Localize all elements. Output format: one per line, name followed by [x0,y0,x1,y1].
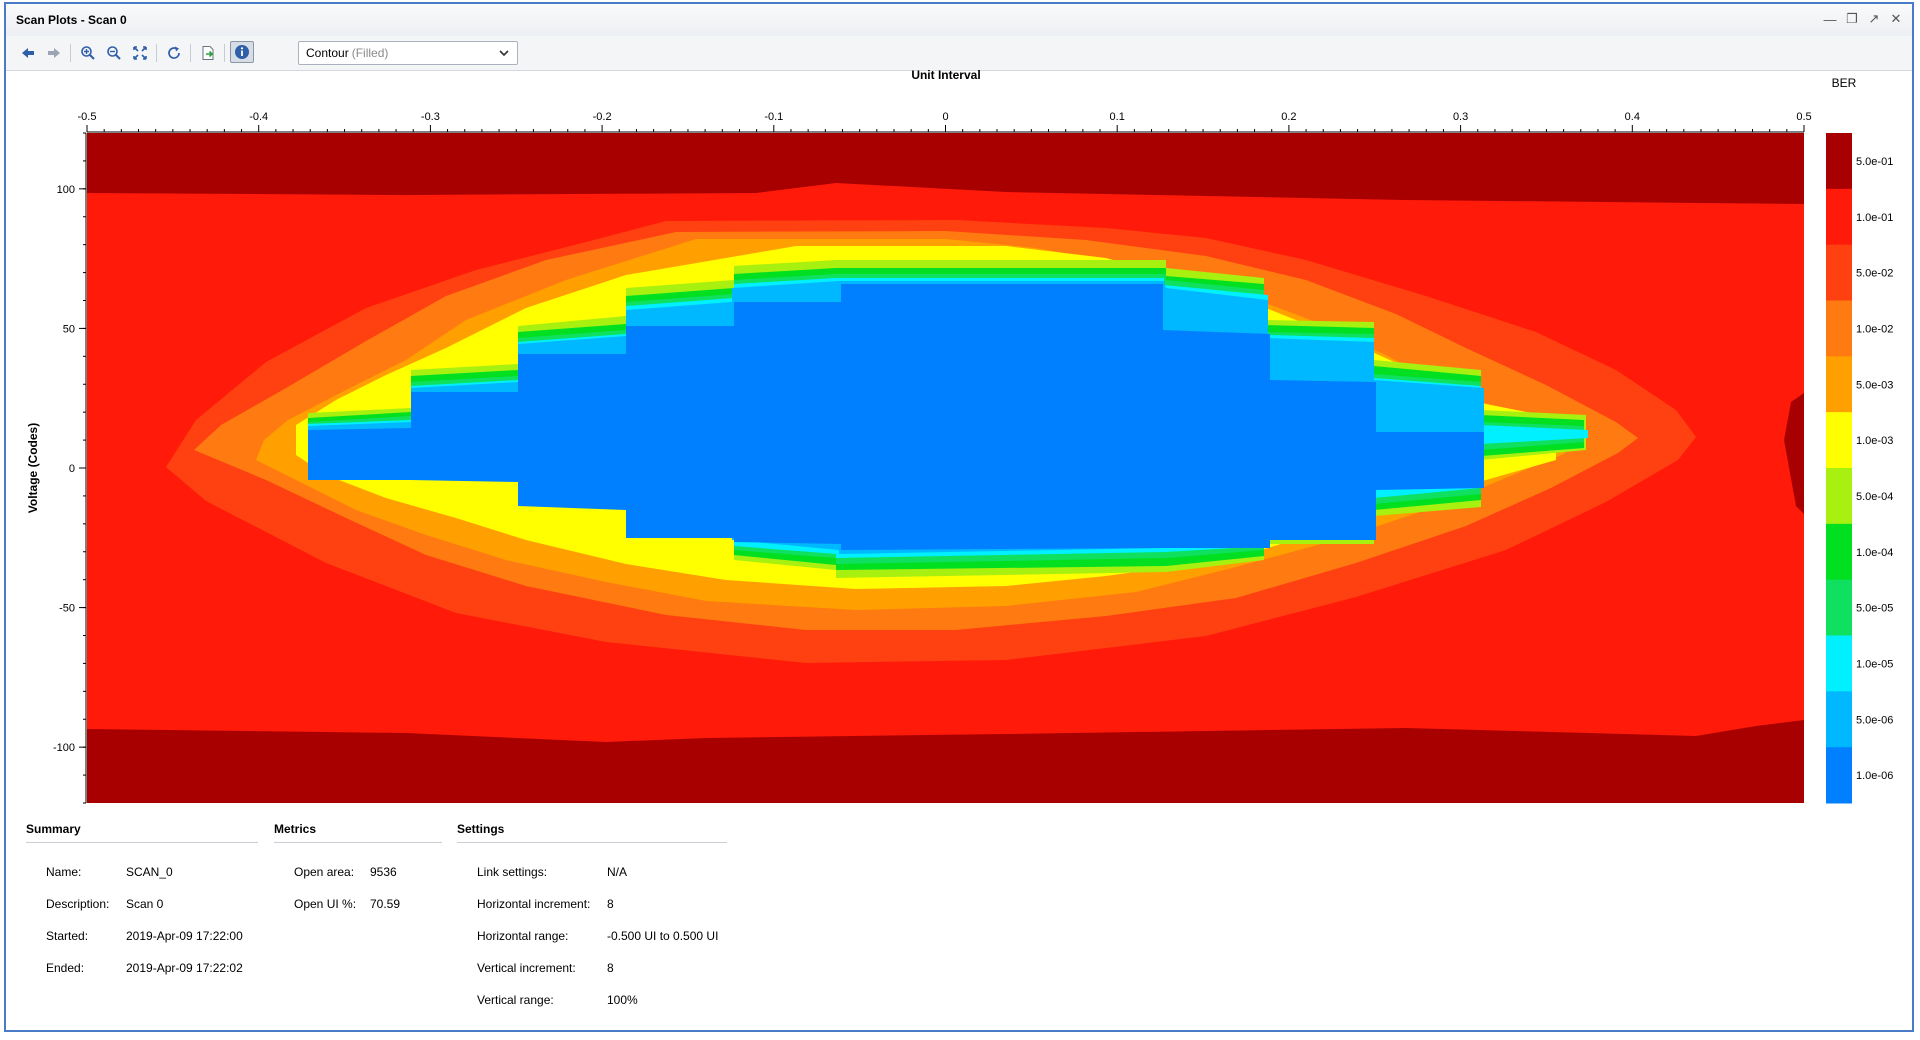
y-tick-label: -50 [59,603,75,615]
window-controls: — ❐ ↗ ✕ [1822,11,1904,27]
x-axis: -0.5 -0.4 -0.3 -0.2 -0.1 0 0.1 0.2 0.3 0.4 0.5 [78,111,1812,133]
x-tick-label: 0.5 [1796,111,1811,123]
y-axis-label: Voltage (Codes) [26,423,40,513]
colorbar-swatch [1826,133,1852,190]
metrics-panel: Metrics [274,822,442,843]
x-tick-label: 0.1 [1110,111,1125,123]
colorbar-label: 5.0e-06 [1856,714,1893,726]
export-icon[interactable] [196,42,220,64]
x-tick-label: -0.2 [593,111,612,123]
row-value: 2019-Apr-09 17:22:00 [126,929,243,943]
metrics-heading: Metrics [274,822,442,843]
zoom-out-icon[interactable] [102,42,126,64]
zoom-fit-icon[interactable] [128,42,152,64]
colorbar-swatch [1826,523,1852,581]
x-tick-label: 0 [942,111,948,123]
colorbar-title: BER [1832,76,1857,90]
x-tick-label: -0.1 [764,111,783,123]
plot-type-select[interactable]: Contour (Filled) [298,41,518,65]
chevron-down-icon [497,46,511,63]
colorbar-label: 5.0e-03 [1856,379,1893,391]
x-tick-label: -0.4 [249,111,268,123]
colorbar-swatch [1826,747,1852,804]
contour-level-1e-06 [308,284,1484,550]
window-title: Scan Plots - Scan 0 [16,13,127,27]
colorbar: 5.0e-01 1.0e-01 5.0e-02 1.0e-02 5.0e-03 1.0e-… [1826,133,1893,804]
colorbar-label: 5.0e-01 [1856,156,1893,168]
settings-heading: Settings [457,822,727,843]
close-icon[interactable]: ✕ [1890,11,1902,26]
colorbar-label: 1.0e-06 [1856,770,1893,782]
row-label: Vertical range: [477,993,554,1007]
row-value: SCAN_0 [126,865,173,879]
colorbar-label: 1.0e-03 [1856,435,1893,447]
row-label: Vertical increment: [477,961,576,975]
y-tick-label: 50 [63,323,75,335]
x-tick-label: 0.2 [1281,111,1296,123]
colorbar-label: 1.0e-04 [1856,547,1893,559]
row-value: -0.500 UI to 0.500 UI [607,929,719,943]
colorbar-swatch [1826,635,1852,692]
colorbar-swatch [1826,300,1852,357]
colorbar-swatch [1826,244,1852,301]
x-axis-label: Unit Interval [911,70,980,82]
ber-contour-plot[interactable]: -0.5 -0.4 -0.3 -0.2 -0.1 0 0.1 0.2 0.3 0.4 0.5 100… [6,70,1912,815]
row-label: Ended: [46,961,85,975]
row-value: 2019-Apr-09 17:22:02 [126,961,243,975]
row-label: Open area: [294,865,355,879]
summary-heading: Summary [26,822,258,843]
refresh-icon[interactable] [162,42,186,64]
maximize-icon[interactable]: ↗ [1868,11,1880,26]
colorbar-swatch [1826,691,1852,748]
row-value: Scan 0 [126,897,164,911]
forward-icon[interactable] [42,42,66,64]
x-tick-label: 0.3 [1453,111,1468,123]
x-tick-label: 0.4 [1625,111,1640,123]
summary-panel: Summary [26,822,258,843]
colorbar-label: 5.0e-04 [1856,491,1893,503]
minimize-icon[interactable]: — [1823,11,1837,27]
row-label: Horizontal increment: [477,897,591,911]
plot-type-suffix: (Filled) [351,46,389,60]
info-icon[interactable] [230,41,254,63]
row-label: Open UI %: [294,897,357,911]
row-value: 8 [607,961,614,975]
colorbar-swatch [1826,468,1852,525]
colorbar-swatch [1826,356,1852,413]
row-value: N/A [607,865,628,879]
y-tick-label: 0 [69,463,75,475]
toolbar: Contour (Filled) [6,36,1912,71]
x-tick-label: -0.3 [421,111,440,123]
colorbar-swatch [1826,579,1852,636]
row-label: Description: [46,897,110,911]
row-value: 9536 [370,865,397,879]
colorbar-label: 5.0e-05 [1856,603,1893,615]
plot-type-value: Contour [306,46,349,60]
contour-layers [87,133,1804,803]
colorbar-swatch [1826,412,1852,469]
restore-icon[interactable]: ❐ [1846,11,1858,26]
scan-plots-window: Scan Plots - Scan 0 — ❐ ↗ ✕ [4,2,1914,1032]
colorbar-label: 1.0e-02 [1856,323,1893,335]
settings-panel: Settings [457,822,727,843]
y-axis: 100 50 0 -50 -100 [53,132,87,804]
colorbar-label: 1.0e-05 [1856,658,1893,670]
row-label: Link settings: [477,865,548,879]
row-label: Name: [46,865,82,879]
back-icon[interactable] [16,42,40,64]
row-label: Started: [46,929,89,943]
title-bar: Scan Plots - Scan 0 — ❐ ↗ ✕ [6,4,1912,37]
row-label: Horizontal range: [477,929,569,943]
y-tick-label: 100 [57,184,75,196]
x-tick-label: -0.5 [78,111,97,123]
colorbar-label: 1.0e-01 [1856,212,1893,224]
row-value: 70.59 [370,897,401,911]
row-value: 100% [607,993,638,1007]
colorbar-swatch [1826,188,1852,246]
row-value: 8 [607,897,614,911]
zoom-in-icon[interactable] [76,42,100,64]
y-tick-label: -100 [53,742,75,754]
colorbar-label: 5.0e-02 [1856,268,1893,280]
